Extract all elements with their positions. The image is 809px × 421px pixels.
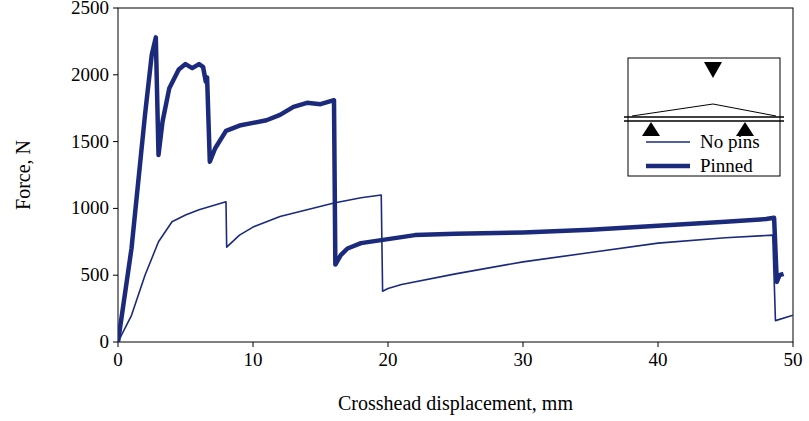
x-tick-label: 40 [649,349,668,370]
x-tick-label: 20 [379,349,398,370]
y-tick [113,275,118,276]
legend-swatch [646,141,690,143]
y-tick [113,342,118,343]
y-tick-label: 2000 [71,64,109,85]
y-tick [113,8,118,9]
load-icon [704,62,722,78]
series-line [118,37,784,342]
chart: 0102030405005001000150020002500Crosshead… [0,0,809,421]
y-tick [113,74,118,75]
y-tick-label: 2500 [71,0,109,18]
y-tick-label: 500 [81,264,110,285]
x-tick [793,342,794,347]
support-icon [642,122,660,136]
plot-frame [118,8,793,342]
beam-icon [632,104,776,116]
y-tick [113,141,118,142]
x-tick [388,342,389,347]
x-tick [118,342,119,347]
y-tick-label: 1000 [71,197,109,218]
beam-icon [624,116,784,118]
beam-icon [624,120,784,122]
x-tick-label: 30 [514,349,533,370]
y-axis-label: Force, N [12,140,34,210]
x-tick-label: 50 [784,349,803,370]
y-tick-label: 1500 [71,131,109,152]
x-axis-label: Crosshead displacement, mm [338,392,573,415]
x-tick-label: 0 [113,349,123,370]
legend-label: Pinned [700,155,753,176]
x-tick [523,342,524,347]
series-line [118,195,793,342]
y-tick-label: 0 [100,331,110,352]
y-tick [113,208,118,209]
series-group [118,37,793,342]
x-tick [253,342,254,347]
legend-label: No pins [700,131,760,152]
legend-swatch [646,164,690,169]
legend: No pins Pinned [624,58,784,176]
x-tick-label: 10 [244,349,263,370]
x-tick [658,342,659,347]
